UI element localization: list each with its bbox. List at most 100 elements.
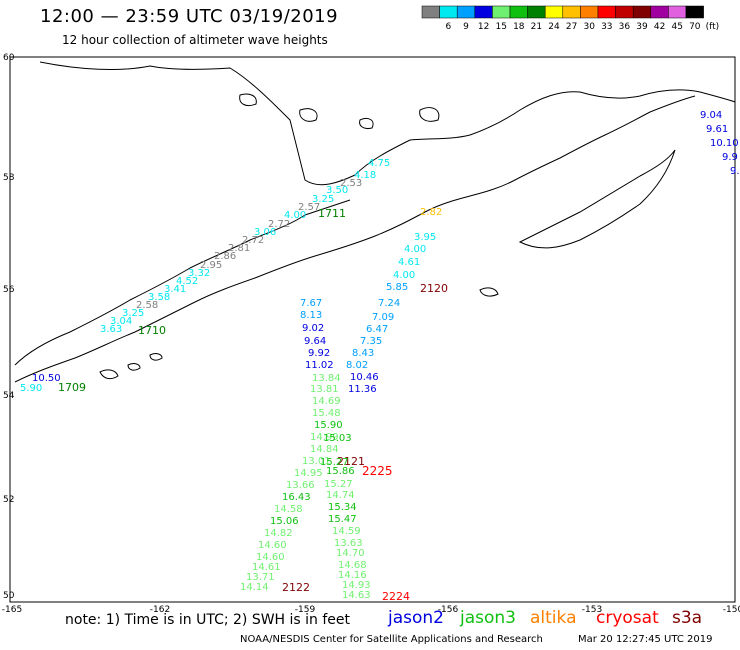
track-time-label: 1711	[318, 207, 346, 220]
swh-label: 13.71	[246, 572, 275, 583]
swh-label: 9.61	[706, 124, 728, 135]
swh-label: 2.81	[228, 243, 250, 254]
wave-height-legend: 6 9 12 15 18 21 24 27 30 33 36 39 42 45 70 (ft)	[421, 5, 720, 32]
swh-label: 4.00	[404, 244, 426, 255]
footnote: note: 1) Time is in UTC; 2) SWH is in fe…	[65, 612, 351, 628]
legend-swatch	[632, 5, 652, 19]
swh-label: 3.25	[122, 308, 144, 319]
swh-label: 4.75	[368, 158, 390, 169]
swh-label: 9.9	[722, 152, 738, 163]
legend-swatch	[421, 5, 440, 19]
swh-label: 14.70	[336, 548, 365, 559]
legend-label: 6	[446, 22, 452, 32]
legend-swatch	[544, 5, 564, 19]
swh-label: 14.84	[310, 444, 339, 455]
legend-label: 45	[671, 22, 682, 32]
swh-label: 13.84	[312, 373, 341, 384]
legend-label: 42	[654, 22, 665, 32]
swh-label: 3.25	[312, 194, 334, 205]
swh-label: 9.02	[302, 323, 324, 334]
swh-label: 3.04	[110, 316, 132, 327]
swh-label: 3.32	[188, 268, 210, 279]
lakes	[239, 93, 440, 129]
swh-label: 8.13	[300, 310, 322, 321]
map-subtitle: 12 hour collection of altimeter wave hei…	[62, 33, 328, 47]
swh-label: 11.02	[305, 360, 334, 371]
swh-label: 14.61	[252, 562, 281, 573]
lon-label: -159	[295, 605, 316, 615]
swh-label: 8.43	[352, 348, 374, 359]
track-time-label: 2224	[382, 590, 410, 603]
satellite-name-jason3: jason3	[460, 608, 516, 628]
lat-label: 60	[3, 53, 15, 63]
peninsula-north-coast	[14, 199, 351, 366]
altimeter-tracks: 9.049.6110.109.99.4.754.182.533.503.252.…	[20, 110, 740, 603]
swh-label: 2.86	[214, 251, 236, 262]
swh-label: 3.50	[326, 185, 348, 196]
legend-swatch	[492, 5, 511, 19]
swh-label: 14.74	[326, 490, 355, 501]
coastline-group	[14, 61, 736, 383]
swh-label: 13.66	[286, 480, 315, 491]
swh-label: 4.18	[354, 170, 376, 181]
satellite-name-altika: altika	[530, 608, 577, 628]
swh-label: 9.64	[304, 336, 326, 347]
legend-swatch	[597, 5, 616, 19]
swh-label: 14.63	[342, 590, 371, 601]
credit-line: NOAA/NESDIS Center for Satellite Applica…	[240, 634, 543, 645]
swh-label: 14.60	[258, 540, 287, 551]
swh-label: 9.04	[700, 110, 722, 121]
swh-label: 14.14	[240, 582, 269, 593]
swh-label: 14.69	[312, 396, 341, 407]
swh-label: 15.86	[326, 466, 355, 477]
swh-label: 14.58	[274, 504, 303, 515]
lon-label: -153	[582, 605, 602, 615]
lat-label: 58	[3, 173, 15, 183]
swh-label: 13.81	[310, 384, 339, 395]
legend-label: 33	[601, 22, 612, 32]
lat-label: 54	[3, 391, 15, 401]
shumagin-islands	[99, 353, 163, 380]
legend-swatch	[456, 5, 476, 19]
swh-label: 4.61	[398, 257, 420, 268]
swh-label: 5.90	[20, 383, 42, 394]
lon-label: -156	[438, 605, 459, 615]
swh-label: 3.41	[164, 284, 186, 295]
lon-label: -162	[150, 605, 170, 615]
legend-swatch	[580, 5, 599, 19]
track-time-label: 2120	[420, 282, 448, 295]
swh-label: 7.24	[378, 298, 400, 309]
generation-timestamp: Mar 20 12:27:45 UTC 2019	[578, 634, 713, 645]
map-title: 12:00 — 23:59 UTC 03/19/2019	[40, 6, 339, 27]
lat-label: 52	[3, 495, 14, 505]
swh-label: 15.03	[323, 433, 352, 444]
satellite-name-jason2: jason2	[388, 608, 444, 628]
legend-swatch	[668, 5, 687, 19]
swh-label: 2.82	[420, 207, 442, 218]
swh-label: 15.06	[270, 516, 299, 527]
swh-label: 3.58	[148, 292, 170, 303]
swh-label: 9.	[730, 166, 740, 177]
swh-label: 4.00	[393, 270, 415, 281]
track-time-label: 1709	[58, 381, 86, 394]
legend-swatch	[474, 5, 493, 19]
swh-label: 2.95	[200, 260, 222, 271]
trinity-islands	[479, 287, 499, 297]
satellite-name-s3a: s3a	[672, 608, 703, 628]
legend-swatch	[650, 5, 669, 19]
legend-label: 18	[513, 22, 525, 32]
legend-label: 12	[478, 22, 489, 32]
swh-label: 14.68	[338, 560, 367, 571]
track-time-label: 2121	[337, 455, 365, 468]
legend-swatch	[562, 5, 581, 19]
swh-label: 7.09	[372, 312, 394, 323]
legend-label: 39	[636, 22, 648, 32]
swh-label: 15.48	[312, 408, 341, 419]
swh-label: 15.27	[320, 457, 349, 468]
legend-unit: (ft)	[706, 22, 720, 32]
swh-label: 4.00	[284, 210, 306, 221]
swh-label: 2.72	[268, 219, 290, 230]
swh-label: 5.85	[386, 282, 408, 293]
